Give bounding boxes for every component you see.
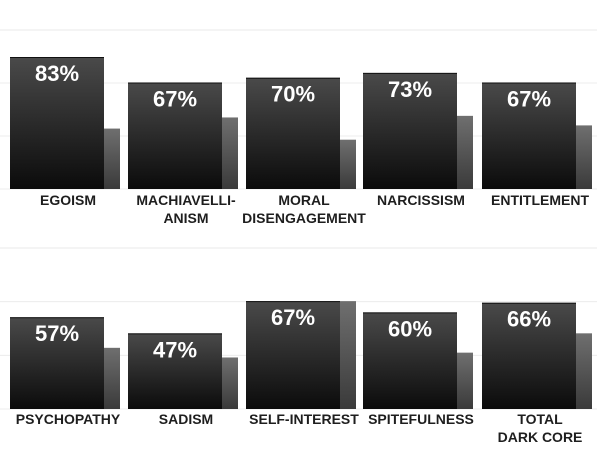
data-label: 73%: [388, 77, 432, 102]
category-label: SPITEFULNESS: [368, 411, 474, 427]
category-label: EGOISM: [40, 192, 96, 208]
bar-primary: [246, 301, 340, 409]
data-label: 70%: [271, 82, 315, 107]
data-label: 67%: [271, 305, 315, 330]
bar-secondary: [457, 115, 473, 189]
data-label: 60%: [388, 316, 432, 341]
bar-secondary: [222, 357, 238, 409]
category-label: MACHIAVELLI-ANISM: [136, 192, 236, 226]
bar-secondary: [222, 117, 238, 189]
data-label: 47%: [153, 337, 197, 362]
bar-secondary: [340, 139, 356, 189]
bar-primary: [363, 312, 457, 409]
data-label: 67%: [153, 86, 197, 111]
bar-primary: [482, 302, 576, 409]
bar-primary: [128, 333, 222, 409]
category-label: ENTITLEMENT: [491, 192, 589, 208]
bar-secondary: [104, 128, 120, 189]
data-label: 57%: [35, 321, 79, 346]
data-label: 66%: [507, 307, 551, 332]
category-label: NARCISSISM: [377, 192, 465, 208]
bar-primary: [10, 317, 104, 409]
category-label: TOTAL DARK CORE: [498, 411, 583, 445]
bar-secondary: [104, 347, 120, 409]
data-label: 67%: [507, 86, 551, 111]
bar-primary: [10, 57, 104, 189]
category-label: MORAL DISENGAGEMENT: [242, 192, 366, 226]
bar-primary: [363, 72, 457, 189]
category-label: SELF-INTEREST: [249, 411, 359, 427]
category-label: PSYCHOPATHY: [16, 411, 121, 427]
data-label: 83%: [35, 61, 79, 86]
bar-secondary: [576, 125, 592, 189]
bar-primary: [246, 77, 340, 189]
bar-secondary: [457, 352, 473, 409]
bar-primary: [482, 82, 576, 189]
bar-secondary: [340, 301, 356, 409]
bar-secondary: [576, 333, 592, 409]
category-label: SADISM: [159, 411, 213, 427]
bar-primary: [128, 82, 222, 189]
